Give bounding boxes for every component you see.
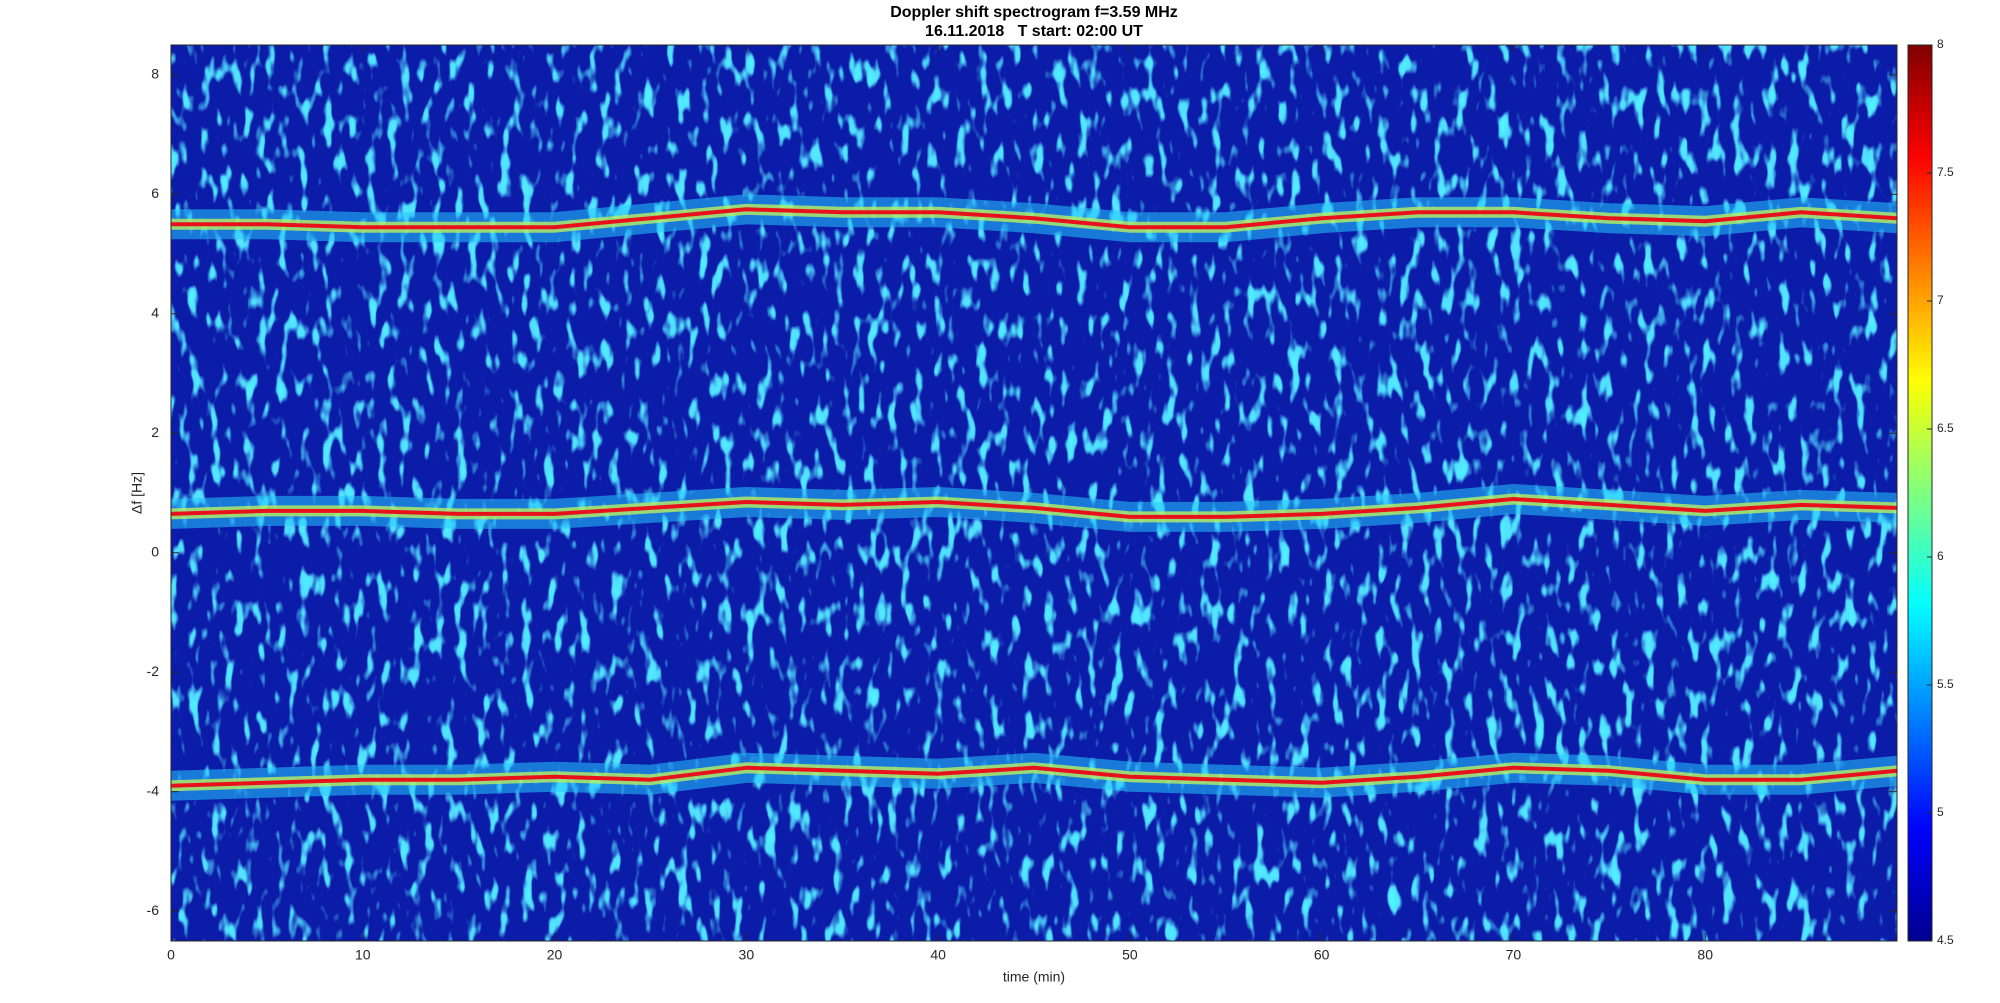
colorbar-tick-label: 6 bbox=[1937, 549, 1944, 563]
y-tick-label: -4 bbox=[147, 782, 160, 798]
colorbar-tick-label: 7 bbox=[1937, 293, 1944, 307]
trace-line bbox=[171, 765, 1897, 788]
colorbar-tick-label: 5 bbox=[1937, 805, 1944, 819]
chart-title: Doppler shift spectrogram f=3.59 MHz bbox=[890, 4, 1178, 21]
x-tick-label: 10 bbox=[355, 947, 371, 963]
trace-line bbox=[171, 207, 1897, 230]
colorbar-tick-label: 7.5 bbox=[1937, 165, 1954, 179]
y-tick-label: 0 bbox=[151, 543, 159, 559]
y-tick-label: -6 bbox=[147, 902, 160, 918]
y-tick-label: -2 bbox=[147, 663, 160, 679]
colorbar-tick-label: 6.5 bbox=[1937, 421, 1954, 435]
x-tick-label: 20 bbox=[547, 947, 563, 963]
chart-subtitle: 16.11.2018 T start: 02:00 UT bbox=[925, 23, 1143, 40]
x-tick-label: 80 bbox=[1697, 947, 1713, 963]
x-tick-label: 0 bbox=[167, 947, 175, 963]
x-tick-label: 30 bbox=[739, 947, 755, 963]
colorbar-tick-label: 4.5 bbox=[1937, 933, 1954, 947]
x-axis-label: time (min) bbox=[1003, 969, 1065, 985]
colorbar-tick-label: 8 bbox=[1937, 37, 1944, 51]
y-tick-label: 4 bbox=[151, 305, 159, 321]
trace-line bbox=[171, 497, 1897, 519]
x-tick-label: 40 bbox=[930, 947, 946, 963]
colorbar bbox=[1907, 44, 1933, 942]
colorbar-tick-label: 5.5 bbox=[1937, 677, 1954, 691]
y-tick-label: 8 bbox=[151, 66, 159, 82]
y-tick-label: 2 bbox=[151, 424, 159, 440]
y-axis-label: Δf [Hz] bbox=[129, 472, 145, 514]
x-tick-label: 70 bbox=[1506, 947, 1522, 963]
x-tick-label: 60 bbox=[1314, 947, 1330, 963]
axes-box bbox=[170, 44, 1898, 942]
x-tick-label: 50 bbox=[1122, 947, 1138, 963]
y-tick-label: 6 bbox=[151, 185, 159, 201]
traces bbox=[171, 194, 1897, 801]
